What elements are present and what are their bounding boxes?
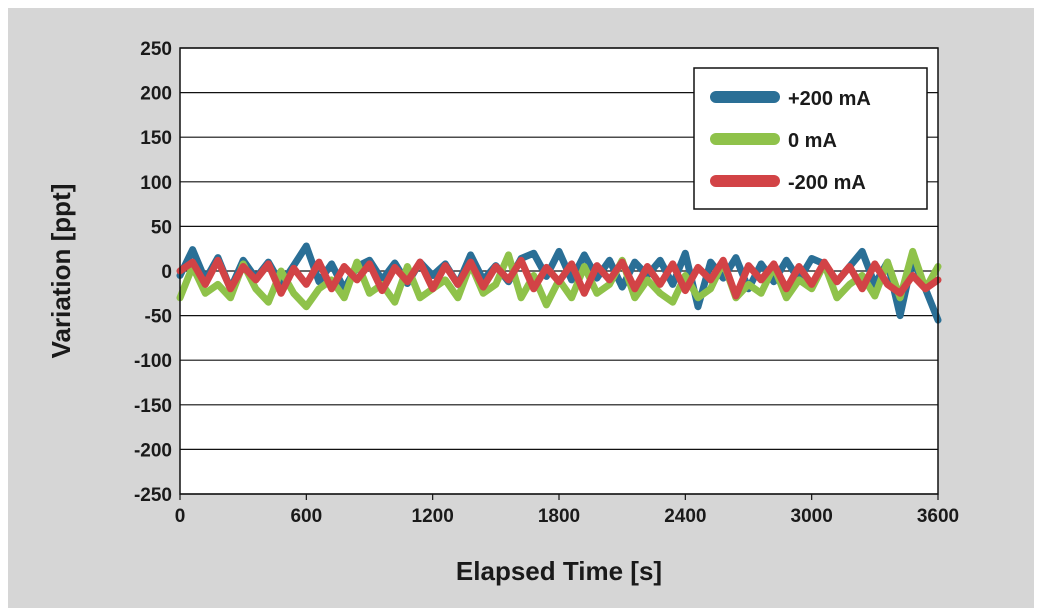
y-tick-label: -250: [134, 485, 172, 506]
line-chart: 250 200 150 100 50 0 -50 -100 -150 -200 -250 0 600 1…: [46, 39, 959, 586]
x-tick-label: 1800: [538, 506, 580, 527]
x-tick-label: 3600: [917, 506, 959, 527]
y-tick-label: -150: [134, 396, 172, 417]
series-line-2: [176, 256, 942, 300]
x-tick-label: 600: [290, 506, 322, 527]
y-tick-labels: 250 200 150 100 50 0 -50 -100 -150 -200 -250: [134, 39, 172, 506]
y-tick-label: 0: [161, 262, 172, 283]
legend-label: -200 mA: [788, 172, 866, 194]
legend: +200 mA 0 mA -200 mA: [693, 67, 928, 210]
x-tick-label: 0: [175, 506, 186, 527]
y-tick-label: 150: [140, 128, 172, 149]
y-tick-label: 200: [140, 84, 172, 105]
y-tick-label: 100: [140, 173, 172, 194]
x-tick-label: 3000: [791, 506, 833, 527]
legend-label: +200 mA: [788, 88, 871, 110]
x-axis-title: Elapsed Time [s]: [456, 556, 662, 586]
y-tick-label: -50: [145, 307, 172, 328]
chart-panel: 250 200 150 100 50 0 -50 -100 -150 -200 -250 0 600 1…: [8, 8, 1034, 608]
y-tick-label: -200: [134, 440, 172, 461]
x-tick-label: 2400: [664, 506, 706, 527]
y-tick-label: 250: [140, 39, 172, 60]
series-line-0: [176, 242, 942, 324]
y-axis-title: Variation [ppt]: [46, 184, 76, 359]
y-tick-label: 50: [151, 217, 172, 238]
x-tick-label: 1200: [412, 506, 454, 527]
legend-label: 0 mA: [788, 130, 837, 152]
y-tick-label: -100: [134, 351, 172, 372]
series-layer: [176, 242, 942, 324]
x-tick-labels: 0 600 1200 1800 2400 3000 3600: [175, 494, 959, 527]
